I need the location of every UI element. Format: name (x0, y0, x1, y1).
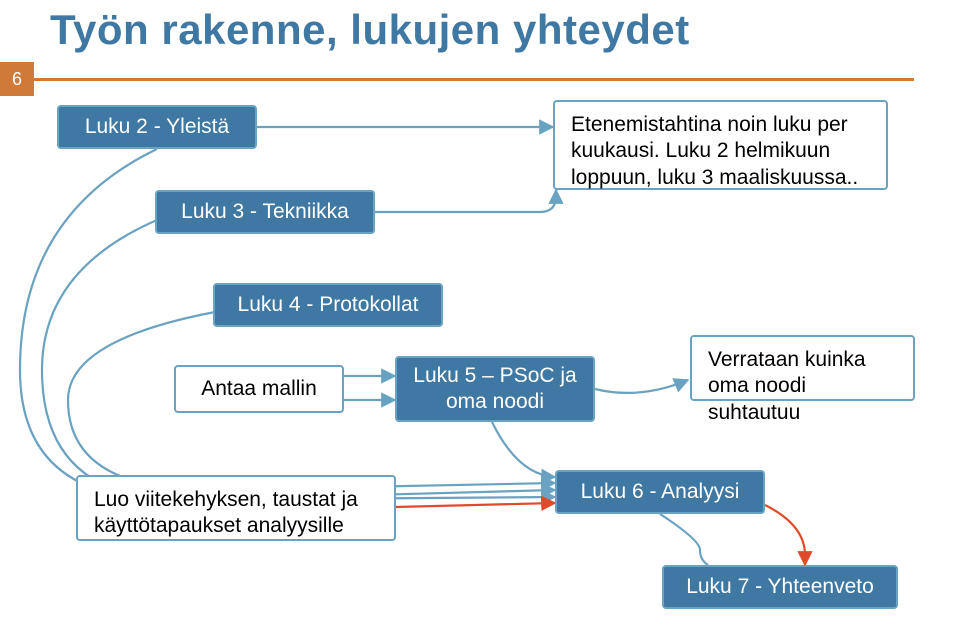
node-antaa-mallin: Antaa mallin (174, 365, 344, 413)
node-luo-viitekehyksen: Luo viitekehyksen, taustat ja käyttötapa… (76, 475, 396, 541)
node-luku4: Luku 4 - Protokollat (213, 283, 443, 327)
node-luku7: Luku 7 - Yhteenveto (662, 565, 898, 609)
node-note-schedule: Etenemistahtina noin luku per kuukausi. … (553, 100, 888, 190)
accent-rule (34, 78, 914, 81)
page-title: Työn rakenne, lukujen yhteydet (50, 6, 690, 54)
node-luku6: Luku 6 - Analyysi (555, 470, 765, 514)
node-luku5: Luku 5 – PSoC ja oma noodi (395, 356, 595, 422)
node-luku2: Luku 2 - Yleistä (57, 105, 257, 149)
page-number-badge: 6 (0, 62, 34, 96)
node-luku3: Luku 3 - Tekniikka (155, 190, 375, 234)
node-verrataan: Verrataan kuinka oma noodi suhtautuu (690, 335, 915, 401)
